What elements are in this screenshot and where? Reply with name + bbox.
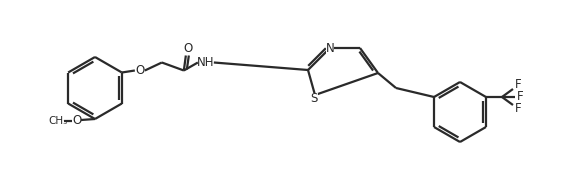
Text: O: O bbox=[183, 42, 192, 55]
Text: CH₃: CH₃ bbox=[49, 116, 68, 126]
Text: O: O bbox=[72, 115, 81, 128]
Text: S: S bbox=[310, 92, 318, 106]
Text: NH: NH bbox=[197, 56, 214, 69]
Text: F: F bbox=[517, 90, 523, 104]
Text: O: O bbox=[135, 64, 144, 77]
Text: F: F bbox=[514, 103, 521, 115]
Text: F: F bbox=[514, 79, 521, 91]
Text: N: N bbox=[325, 41, 335, 55]
